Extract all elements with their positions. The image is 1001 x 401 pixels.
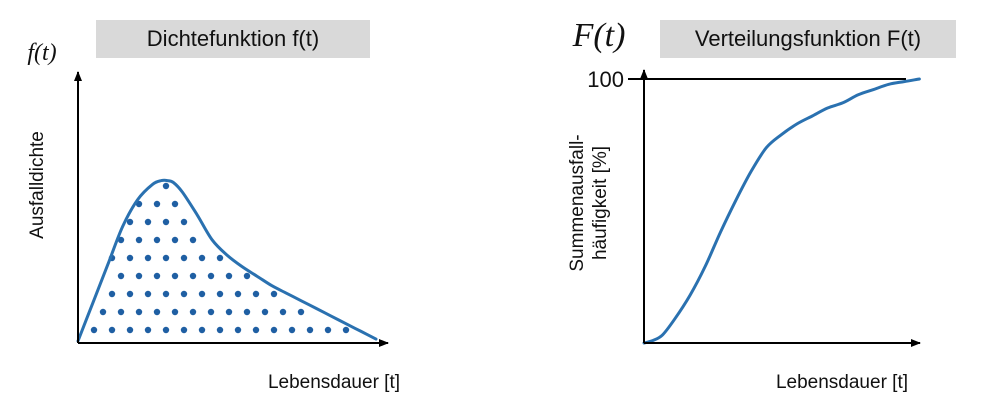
density-fill-dot [297,308,305,316]
density-fill-dot [279,308,287,316]
density-fill-dot [117,272,125,280]
distribution-y-axis-label-line1: Summenausfall- [567,134,588,271]
density-fill-dot [126,326,134,334]
density-fill-dot [162,218,170,226]
density-fill-dot [162,290,170,298]
density-fill-dot [153,272,161,280]
density-fill-dot [324,326,332,334]
density-fill-dot [135,236,143,244]
density-fill-dot [108,290,116,298]
density-fill-dot [162,254,170,262]
density-fill-dot [180,290,188,298]
density-fill-dot [180,254,188,262]
density-fill-dot [153,236,161,244]
density-fill-dot [306,326,314,334]
density-fill-dot [252,326,260,334]
density-fill-dot [108,326,116,334]
density-fill-dot [216,290,224,298]
density-fill-dot [225,308,233,316]
density-fill-dot [90,326,98,334]
density-fill-dot [234,290,242,298]
density-fill-dot [270,326,278,334]
density-fill-dot [189,236,197,244]
density-fill-dot [126,218,134,226]
density-fill-dot [288,326,296,334]
density-fill-dot [270,290,278,298]
density-fill-dot [126,290,134,298]
density-fill-dot [189,308,197,316]
density-fill-dot [198,254,206,262]
density-fill-dot [216,254,224,262]
density-fill-dot [180,326,188,334]
density-fill-dot [171,236,179,244]
density-title-box [96,20,370,58]
density-fill-dot [144,218,152,226]
density-fill-dot [342,326,350,334]
density-fill-dot [162,182,170,190]
density-fill-dot [135,308,143,316]
density-x-axis-label: Lebensdauer [t] [268,372,400,393]
density-fill-dot [117,308,125,316]
density-fill-dot [207,308,215,316]
density-fill-dot [171,200,179,208]
density-curve [76,178,378,343]
density-fill-dot [198,290,206,298]
density-fill-dot [126,254,134,262]
density-title: Dichtefunktion f(t) [147,26,319,51]
density-fill-dot [144,326,152,334]
density-fill-dot [234,326,242,334]
distribution-title-box [660,20,956,58]
density-fill-dot [207,272,215,280]
density-fill-dot [153,308,161,316]
density-fill-dot [144,290,152,298]
density-fill-dot [171,272,179,280]
density-fill-dot [261,308,269,316]
density-y-axis-label: Ausfalldichte [27,131,48,239]
distribution-curve [642,77,921,345]
density-fill-dot [144,254,152,262]
density-fill-dot [216,326,224,334]
density-fill-dot [198,326,206,334]
density-fill-dot [99,308,107,316]
distribution-chart: F(t) Verteilungsfunktion F(t) 100 Summen… [567,17,956,393]
density-fill-dot [135,272,143,280]
distribution-ytick-100: 100 [587,67,624,92]
density-chart: Dichtefunktion f(t) f(t) Ausfalldichte L… [27,20,400,393]
density-fill-dot [243,308,251,316]
density-fill-dot [252,290,260,298]
density-fill-dot [162,326,170,334]
density-function-label: f(t) [27,40,56,66]
distribution-y-axis-label-line2: häufigkeit [%] [590,146,611,260]
distribution-function-label: F(t) [572,17,626,54]
density-fill-dot [180,218,188,226]
density-fill-dot [225,272,233,280]
distribution-x-axis-label: Lebensdauer [t] [776,372,908,393]
density-dots [90,182,350,334]
density-fill-dot [171,308,179,316]
density-fill-dot [189,272,197,280]
density-fill-dot [243,272,251,280]
density-fill-dot [153,200,161,208]
density-fill-dot [117,236,125,244]
distribution-title: Verteilungsfunktion F(t) [695,26,921,51]
